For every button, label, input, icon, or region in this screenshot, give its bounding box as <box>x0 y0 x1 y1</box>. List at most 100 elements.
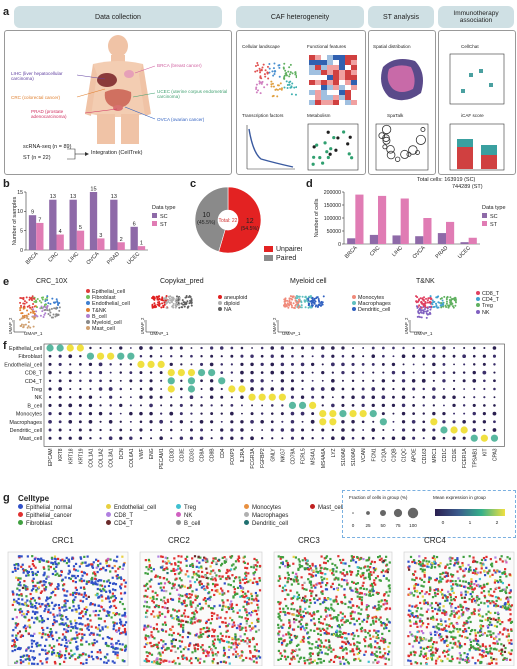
spatial-spot <box>165 578 169 581</box>
spatial-spot <box>175 588 179 591</box>
spatial-spot <box>356 572 360 575</box>
spatial-spot <box>241 590 245 594</box>
spatial-spot <box>38 597 41 600</box>
spatial-spot <box>121 602 124 606</box>
spatial-spot <box>212 630 216 633</box>
dotplot-dot <box>248 393 256 401</box>
umap-thumb-point <box>255 87 258 90</box>
spatial-spot <box>279 652 282 655</box>
spatial-spot <box>336 588 340 592</box>
spatial-spot <box>192 611 195 614</box>
spatial-spot <box>58 652 61 656</box>
spatial-spot <box>420 584 423 587</box>
panel-d-legend-title: Data type <box>482 205 506 211</box>
spatial-spot <box>151 599 154 602</box>
umap-point <box>429 308 432 311</box>
umap-point <box>158 301 161 304</box>
spatial-spot <box>143 626 146 629</box>
spatial-spot <box>120 620 123 623</box>
spatial-spot <box>82 662 85 665</box>
spatial-spot <box>49 584 52 587</box>
legend-label-st: ST <box>490 222 498 228</box>
spatial-spot <box>214 646 217 650</box>
spatial-spot <box>486 605 490 608</box>
spatial-spot <box>462 585 466 588</box>
spatial-spot <box>192 616 196 619</box>
dotplot-dot <box>361 395 365 399</box>
spatial-spot <box>357 570 360 573</box>
spatial-spot <box>258 589 262 592</box>
spatial-spot <box>146 659 149 662</box>
spatial-spot <box>226 629 229 632</box>
dotplot-gene-label: CD8A <box>200 448 206 462</box>
spatial-spot <box>202 575 205 579</box>
dotplot-dot <box>58 379 62 383</box>
spatial-spot <box>101 628 104 631</box>
legend-swatch <box>476 297 480 302</box>
spatial-spot <box>148 606 151 609</box>
spatial-spot <box>216 662 219 665</box>
dotplot-dot <box>190 363 193 366</box>
label-integration: Integration (CellTrek) <box>91 150 143 156</box>
bar-st <box>97 238 105 250</box>
spatial-spot <box>31 634 35 638</box>
spatial-spot <box>191 612 194 615</box>
spatial-spot <box>357 651 361 655</box>
spatial-spot <box>11 644 14 648</box>
dotplot-dot <box>472 411 476 416</box>
dotplot-gene-label: C1QC <box>402 448 408 462</box>
dotplot-dot <box>169 411 174 416</box>
umap-point <box>33 297 36 300</box>
spatial-spot <box>286 611 290 615</box>
spatial-spot <box>123 607 126 611</box>
spatial-spot <box>232 580 235 583</box>
spatial-spot <box>229 556 233 559</box>
spatial-spot <box>95 566 98 569</box>
spatial-spot <box>11 617 14 621</box>
dotplot-gene-label: MS4A6A <box>321 448 327 468</box>
spatial-spot <box>257 620 260 623</box>
dotplot-dot <box>412 354 416 358</box>
spatial-spot <box>74 569 77 572</box>
spatial-spot <box>407 635 410 638</box>
dotplot-dot <box>271 437 274 440</box>
spatial-spot <box>503 627 506 630</box>
heatmap-thumb-cell <box>339 55 345 60</box>
spatial-spot <box>249 579 252 582</box>
dotplot-dot <box>391 436 396 440</box>
spatalk-thumb-circle <box>378 132 386 139</box>
spatial-spot <box>304 607 307 610</box>
spatial-spot <box>284 565 287 568</box>
dotplot-dot <box>108 387 113 391</box>
spatial-spot <box>438 633 442 636</box>
spatial-spot <box>364 645 367 648</box>
dotplot-dot <box>241 412 243 415</box>
celltype-legend-swatch <box>244 512 249 517</box>
spatial-spot <box>385 599 388 603</box>
spatial-spot <box>330 633 333 636</box>
umap-point <box>417 299 420 302</box>
dotplot-dot <box>331 396 334 399</box>
spatial-spot <box>199 657 202 661</box>
dotplot-dot <box>68 354 73 359</box>
umap-point <box>442 305 445 308</box>
spatial-spot <box>52 613 55 616</box>
spatalk-thumb-circle <box>382 144 388 150</box>
spatial-spot <box>185 564 188 567</box>
spatial-spot <box>349 650 352 653</box>
spatial-spot <box>94 581 97 584</box>
spatial-spot <box>100 579 103 582</box>
spatial-spot <box>306 567 309 571</box>
umap-point <box>23 302 26 305</box>
spatial-spot <box>170 587 174 590</box>
spatial-spot <box>228 577 231 580</box>
celltype-legend-item: CD8_T <box>106 512 133 519</box>
dotplot-dot <box>462 371 466 374</box>
spatial-spot <box>116 574 119 577</box>
dotplot-dot <box>160 346 163 350</box>
dotplot-dot <box>379 418 387 426</box>
spatial-spot <box>325 623 328 626</box>
spatial-spot <box>384 559 387 562</box>
spatial-spot <box>456 622 459 625</box>
spatial-spot <box>202 585 205 588</box>
